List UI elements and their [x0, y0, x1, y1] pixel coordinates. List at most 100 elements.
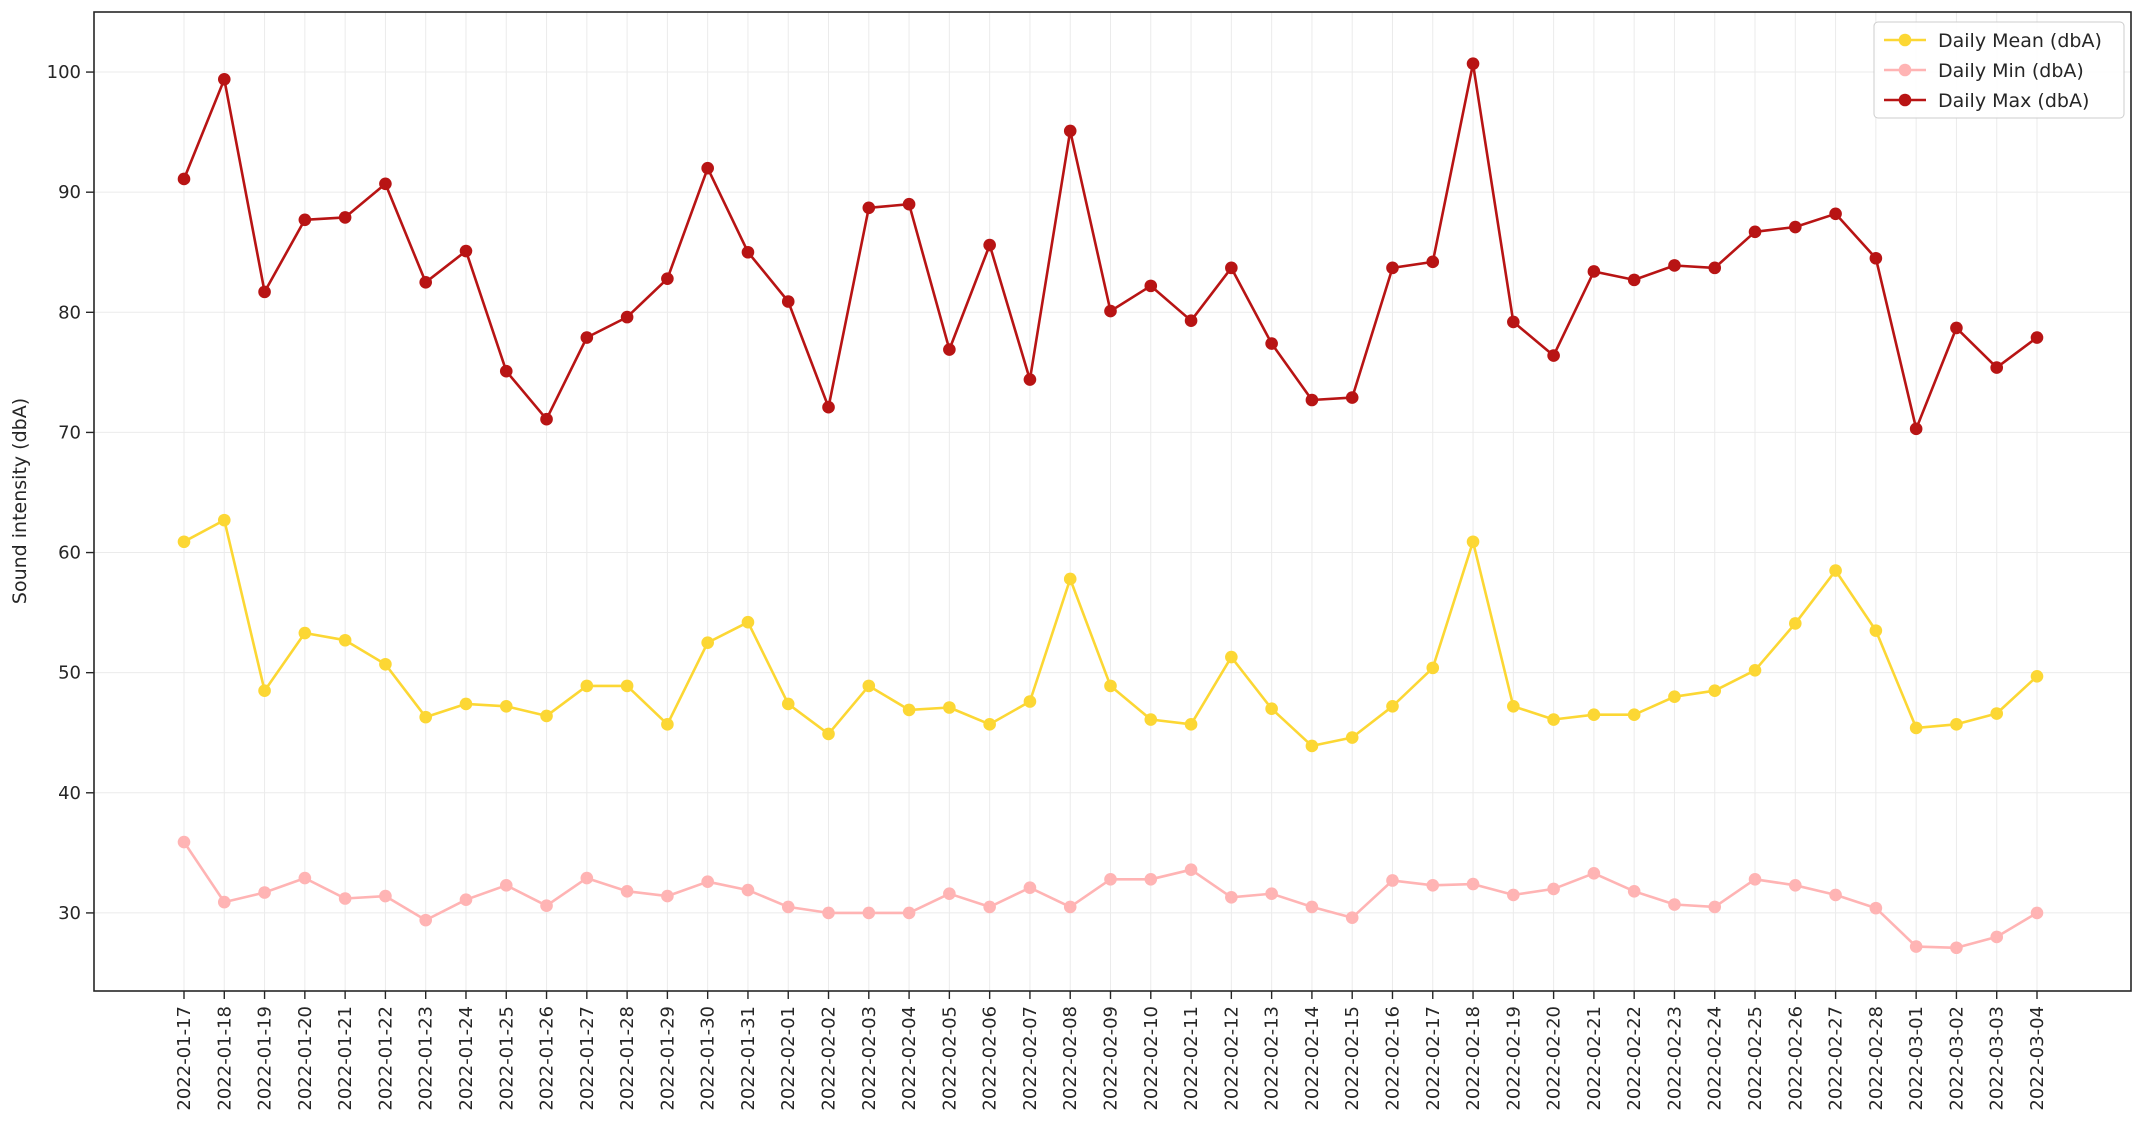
x-tick-label: 2022-02-02	[819, 1006, 840, 1111]
data-point	[1869, 624, 1883, 637]
x-tick-label: 2022-01-19	[255, 1006, 276, 1111]
x-tick-label: 2022-02-23	[1664, 1006, 1685, 1111]
y-tick-label: 50	[58, 663, 81, 684]
data-point	[580, 679, 594, 693]
data-point	[1184, 863, 1198, 876]
data-point	[781, 295, 795, 308]
data-point	[781, 697, 795, 711]
data-point	[1184, 718, 1198, 731]
x-tick-label: 2022-02-12	[1221, 1006, 1242, 1111]
data-point	[943, 887, 956, 901]
data-point	[1950, 941, 1963, 955]
data-point	[822, 400, 835, 414]
data-point	[2030, 906, 2044, 920]
x-tick-label: 2022-01-30	[698, 1006, 719, 1111]
data-point	[459, 893, 473, 907]
x-tick-label: 2022-01-21	[335, 1006, 356, 1111]
axis-layer: 2022-01-17 2022-01-18 2022-01-19 2022-01-20…	[47, 62, 2048, 1111]
legend-item: Daily Min (dbA)	[1884, 60, 2084, 82]
data-point	[902, 906, 916, 920]
x-tick-label: 2022-02-16	[1382, 1006, 1403, 1111]
plot-frame	[93, 11, 2132, 992]
data-point	[580, 871, 594, 885]
x-tick-label: 2022-02-03	[859, 1006, 880, 1111]
x-tick-label: 2022-02-28	[1866, 1006, 1887, 1111]
data-point	[419, 913, 432, 927]
x-tick-label: 2022-01-26	[537, 1006, 558, 1111]
data-point	[1909, 940, 1923, 953]
y-tick-label: 40	[58, 783, 81, 804]
data-point	[1345, 911, 1359, 925]
x-tick-label: 2022-02-05	[939, 1006, 960, 1111]
data-point	[459, 697, 473, 711]
data-point	[1789, 617, 1802, 630]
x-tick-label: 2022-01-29	[657, 1006, 678, 1111]
data-point	[217, 513, 231, 527]
series-3	[177, 57, 2044, 436]
data-point	[459, 244, 473, 258]
y-tick-label: 30	[58, 903, 81, 924]
data-point	[379, 657, 392, 671]
data-point	[177, 172, 191, 186]
data-point	[1104, 872, 1117, 886]
data-point	[338, 211, 352, 224]
data-point	[1063, 900, 1077, 914]
data-point	[298, 626, 312, 640]
data-point	[1104, 304, 1117, 318]
data-point	[1466, 535, 1480, 549]
legend-marker	[1898, 33, 1912, 47]
x-tick-label: 2022-02-18	[1463, 1006, 1484, 1111]
x-tick-label: 2022-02-15	[1342, 1006, 1363, 1111]
data-point	[1990, 707, 2004, 720]
legend-item: Daily Mean (dbA)	[1884, 30, 2102, 52]
data-point	[983, 900, 996, 914]
data-point	[661, 889, 674, 903]
x-tick-label: 2022-01-31	[738, 1006, 759, 1111]
series-layer	[177, 57, 2044, 955]
x-tick-label: 2022-02-08	[1060, 1006, 1081, 1111]
data-point	[217, 72, 231, 86]
data-point	[1829, 207, 1842, 221]
data-point	[1587, 708, 1601, 722]
data-point	[217, 895, 231, 909]
data-point	[1748, 872, 1762, 886]
legend-label: Daily Min (dbA)	[1938, 60, 2084, 82]
data-point	[298, 213, 312, 227]
data-point	[1345, 391, 1359, 404]
y-axis-label: Sound intensity (dbA)	[9, 398, 31, 604]
legend-label: Daily Max (dbA)	[1938, 90, 2089, 112]
data-point	[1909, 422, 1923, 436]
data-point	[1386, 261, 1399, 275]
data-point	[661, 272, 674, 285]
legend-label: Daily Mean (dbA)	[1938, 30, 2102, 52]
x-tick-label: 2022-02-21	[1584, 1006, 1605, 1111]
data-point	[338, 633, 352, 647]
x-tick-label: 2022-01-22	[375, 1006, 396, 1111]
data-point	[862, 679, 876, 693]
data-point	[741, 245, 755, 259]
data-point	[1104, 679, 1117, 693]
data-point	[1305, 739, 1319, 753]
data-point	[1789, 220, 1802, 234]
data-point	[781, 900, 795, 914]
x-tick-label: 2022-02-11	[1181, 1006, 1202, 1111]
data-point	[1305, 900, 1319, 914]
data-point	[701, 636, 714, 649]
x-tick-label: 2022-03-03	[1987, 1006, 2008, 1111]
x-tick-label: 2022-02-07	[1020, 1006, 1041, 1111]
data-point	[1144, 279, 1158, 293]
data-point	[1668, 259, 1681, 272]
data-point	[902, 197, 916, 211]
x-tick-label: 2022-01-24	[456, 1006, 477, 1111]
x-tick-label: 2022-01-28	[617, 1006, 638, 1111]
data-point	[2030, 669, 2044, 683]
data-point	[1789, 878, 1802, 892]
data-point	[1587, 265, 1601, 278]
data-point	[862, 906, 876, 920]
data-point	[258, 886, 271, 899]
y-tick-label: 90	[58, 182, 81, 203]
data-point	[1466, 57, 1480, 70]
data-point	[1265, 337, 1278, 350]
data-point	[1748, 225, 1762, 239]
data-point	[1547, 349, 1560, 362]
